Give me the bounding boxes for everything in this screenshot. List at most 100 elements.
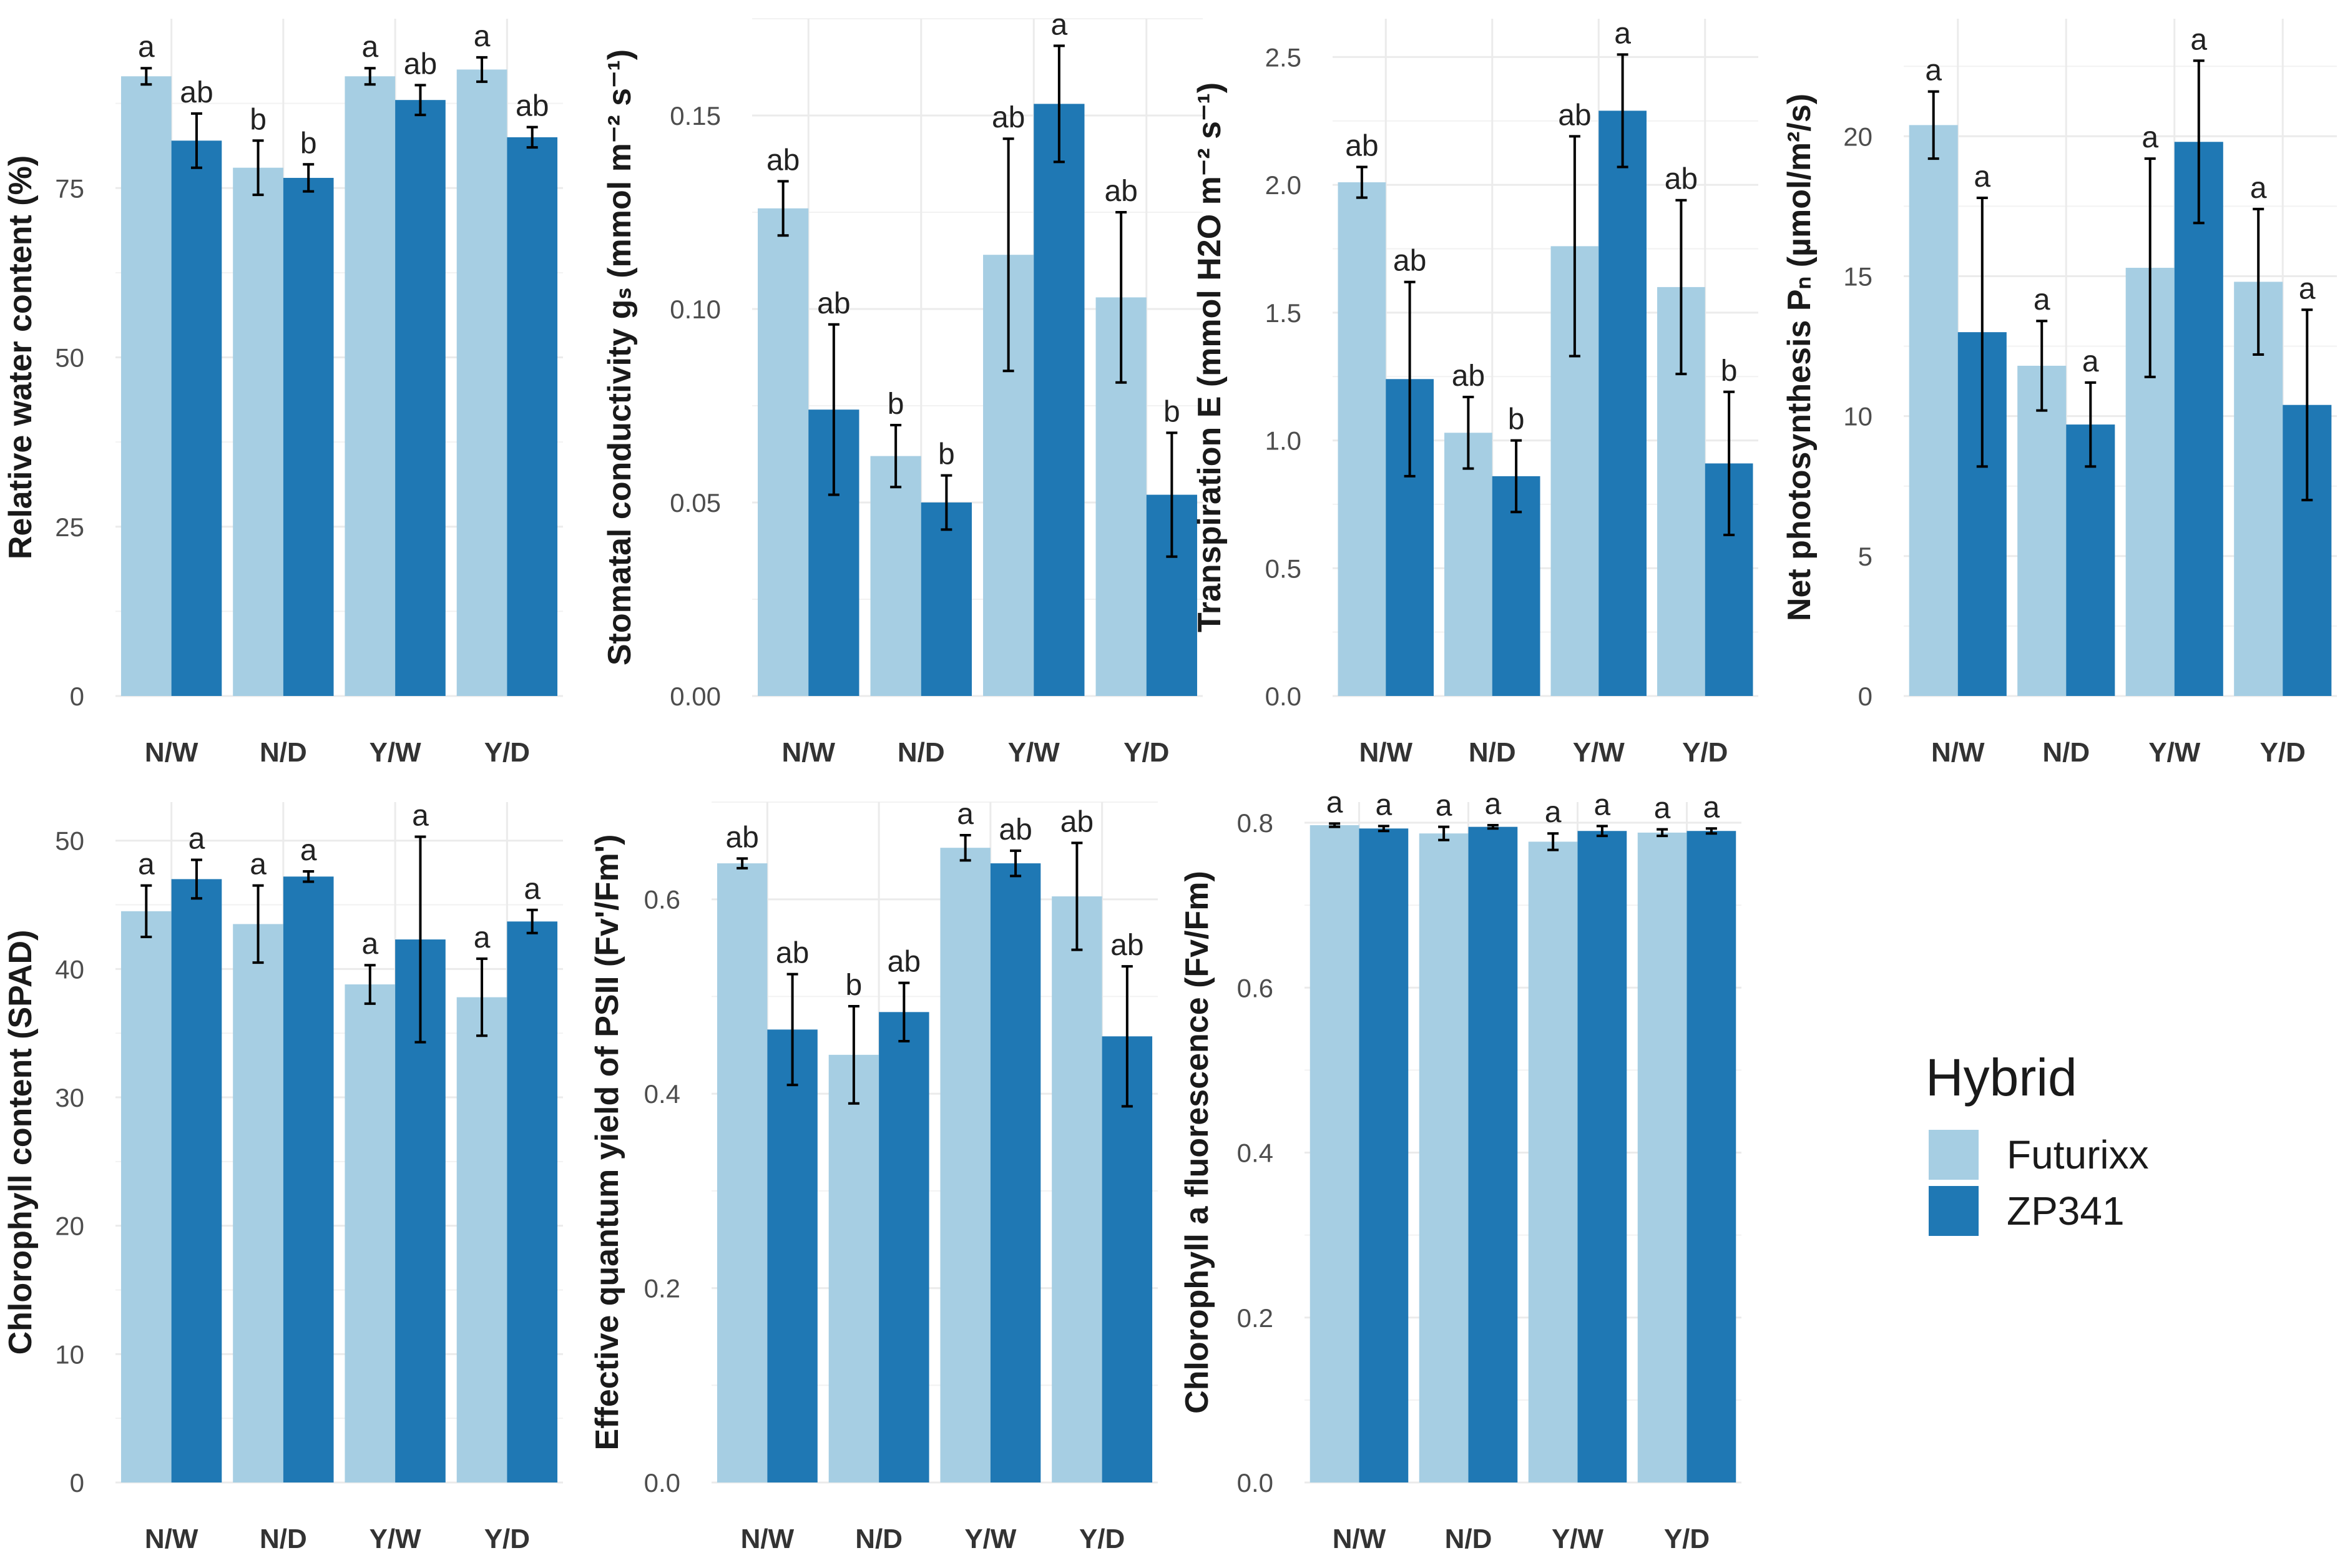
x-tick-label: N/D	[260, 737, 307, 768]
bar-zp341	[1468, 826, 1518, 1482]
bar-futurixx	[940, 848, 991, 1482]
significance-letter: ab	[725, 821, 758, 854]
x-tick-label: Y/W	[1008, 737, 1060, 768]
x-tick-label: N/D	[855, 1524, 903, 1554]
significance-letter: ab	[1104, 175, 1137, 208]
x-tick-label: Y/D	[1123, 737, 1169, 768]
bar-zp341	[1598, 110, 1647, 696]
y-axis-title: Chlorophyll a fluorescence (Fv/Fm)	[1179, 871, 1215, 1414]
x-tick-label: Y/D	[484, 737, 530, 768]
legend: Hybrid Futurixx ZP341	[1926, 1048, 2149, 1236]
y-tick-label: 0.0	[644, 1468, 680, 1497]
significance-letter: b	[938, 438, 955, 471]
bar-futurixx	[1528, 841, 1578, 1482]
x-tick-label: Y/W	[370, 1524, 422, 1554]
significance-letter: a	[361, 928, 378, 961]
bar-zp341	[507, 137, 558, 696]
significance-letter: a	[361, 31, 378, 64]
significance-letter: a	[2034, 283, 2050, 316]
significance-letter: a	[474, 921, 491, 954]
y-tick-label: 20	[55, 1212, 84, 1241]
significance-letter: ab	[1345, 129, 1378, 162]
x-tick-label: Y/W	[1573, 737, 1625, 768]
bar-futurixx	[1909, 125, 1958, 697]
significance-letter: a	[1614, 17, 1631, 50]
legend-label-futurixx: Futurixx	[2007, 1132, 2149, 1177]
x-tick-label: N/W	[145, 737, 198, 768]
significance-letter: a	[2082, 345, 2099, 378]
bar-futurixx	[1052, 896, 1102, 1482]
bar-futurixx	[828, 1054, 879, 1482]
bar-zp341	[171, 140, 222, 697]
significance-letter: b	[846, 969, 863, 1002]
y-axis-title: Stomatal conductivity gₛ (mmol m⁻² s⁻¹)	[602, 49, 638, 665]
x-tick-label: Y/W	[964, 1524, 1017, 1554]
significance-letter: ab	[1060, 805, 1094, 838]
bar-zp341	[921, 502, 972, 696]
significance-letter: a	[2190, 23, 2207, 56]
x-tick-label: N/D	[2042, 737, 2090, 768]
significance-letter: ab	[180, 76, 213, 109]
y-tick-label: 1.0	[1265, 426, 1301, 456]
y-axis-title: Chlorophyll content (SPAD)	[2, 930, 39, 1355]
bar-zp341	[283, 876, 334, 1482]
legend-label-zp341: ZP341	[2007, 1188, 2125, 1233]
significance-letter: ab	[999, 813, 1032, 846]
significance-letter: a	[1703, 791, 1720, 824]
significance-letter: a	[138, 31, 155, 64]
y-tick-label: 10	[1843, 402, 1872, 431]
x-tick-label: Y/W	[1552, 1524, 1604, 1554]
significance-letter: ab	[1110, 929, 1143, 962]
y-tick-label: 40	[55, 954, 84, 984]
x-tick-label: Y/D	[2260, 737, 2306, 768]
bar-futurixx	[1310, 825, 1359, 1482]
significance-letter: a	[1545, 796, 1562, 829]
y-axis-title: Transpiration E (mmol H2O m⁻² s⁻¹)	[1192, 82, 1228, 632]
y-tick-label: 0.4	[644, 1079, 680, 1109]
y-tick-label: 25	[55, 512, 84, 542]
legend-swatch-zp341	[1929, 1186, 1979, 1236]
bar-futurixx	[1419, 833, 1469, 1482]
x-tick-label: Y/W	[370, 737, 422, 768]
y-tick-label: 20	[1843, 122, 1872, 151]
significance-letter: ab	[766, 144, 800, 177]
significance-letter: ab	[1558, 99, 1591, 132]
y-axis-title: Effective quantum yield of PSII (Fv'/Fm'…	[589, 835, 625, 1451]
y-tick-label: 1.5	[1265, 298, 1301, 328]
significance-letter: ab	[776, 937, 809, 970]
significance-letter: ab	[817, 287, 850, 320]
significance-letter: ab	[1452, 360, 1485, 393]
x-tick-label: N/D	[1445, 1524, 1492, 1554]
y-tick-label: 0	[70, 1468, 84, 1497]
y-tick-label: 50	[55, 826, 84, 856]
bar-futurixx	[120, 76, 172, 697]
bar-zp341	[767, 1029, 818, 1482]
legend-swatch-futurixx	[1929, 1130, 1979, 1180]
y-tick-label: 0.6	[644, 885, 680, 914]
x-tick-label: N/D	[898, 737, 945, 768]
significance-letter: a	[412, 800, 429, 833]
x-tick-label: N/W	[1333, 1524, 1386, 1554]
x-tick-label: Y/D	[1664, 1524, 1710, 1554]
y-tick-label: 0	[70, 682, 84, 711]
significance-letter: ab	[404, 47, 437, 81]
y-tick-label: 0.2	[644, 1274, 680, 1303]
y-tick-label: 10	[55, 1340, 84, 1369]
y-tick-label: 0.0	[1265, 682, 1301, 711]
y-tick-label: 5	[1858, 542, 1872, 571]
significance-letter: a	[1376, 788, 1393, 821]
significance-letter: a	[138, 848, 155, 881]
bar-futurixx	[758, 208, 809, 696]
x-tick-label: N/W	[781, 737, 835, 768]
y-tick-label: 0	[1858, 682, 1872, 711]
x-tick-label: Y/D	[1682, 737, 1728, 768]
significance-letter: a	[250, 848, 267, 881]
bar-zp341	[2174, 142, 2223, 697]
y-tick-label: 0.6	[1237, 973, 1273, 1002]
y-tick-label: 0.5	[1265, 554, 1301, 583]
significance-letter: a	[1051, 8, 1068, 41]
significance-letter: b	[300, 127, 317, 160]
